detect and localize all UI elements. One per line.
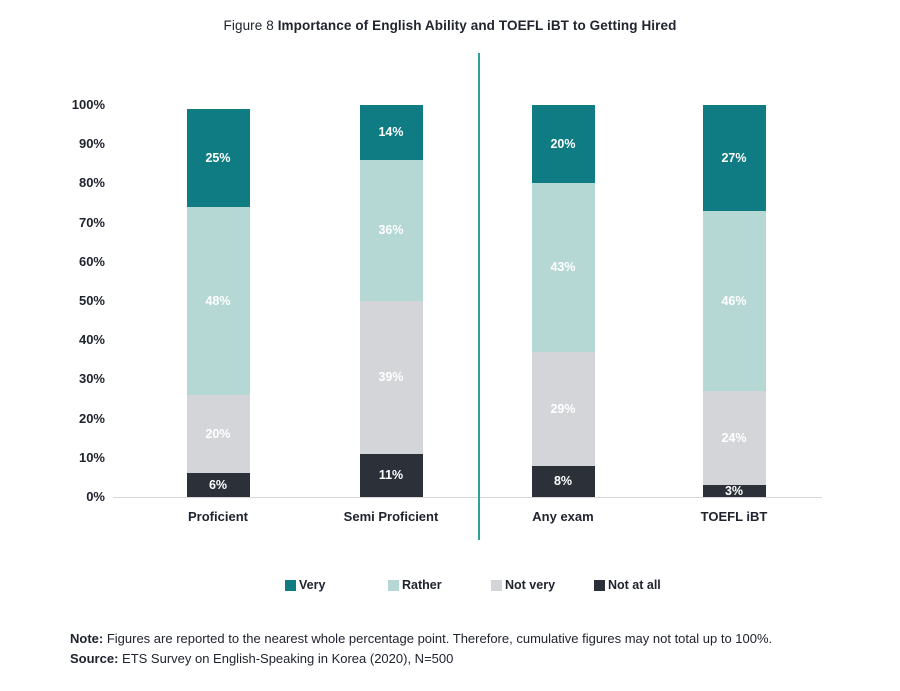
y-axis-tick-label: 90% [78, 136, 105, 152]
bar-segment-any-exam-rather: 43% [531, 183, 595, 352]
y-axis-tick-label: 30% [78, 371, 105, 387]
legend-item-very: Very [285, 578, 388, 592]
bar-value-label: 36% [378, 223, 404, 238]
legend-swatch-not-very [491, 579, 502, 591]
note-label: Note: [70, 631, 104, 646]
legend-label: Rather [402, 578, 442, 592]
footnotes: Note: Figures are reported to the neares… [70, 629, 890, 669]
y-axis-tick-label: 70% [78, 214, 105, 230]
legend-swatch-rather [388, 579, 399, 591]
bar-value-label: 48% [205, 293, 231, 308]
bar-toefl-ibt: 3% 24% 46% 27% [702, 105, 766, 498]
figure-title: Figure 8 Importance of English Ability a… [0, 18, 900, 33]
bar-any-exam: 8% 29% 43% 20% [531, 105, 595, 497]
bar-value-label: 25% [205, 150, 231, 165]
y-axis-tick-label: 0% [86, 489, 105, 504]
bar-value-label: 46% [721, 293, 747, 308]
bar-value-label: 39% [378, 370, 404, 385]
y-axis-tick-label: 60% [78, 253, 105, 269]
bar-segment-proficient-very: 25% [186, 108, 250, 207]
bar-segment-semi-proficient-very: 14% [359, 105, 423, 160]
bar-value-label: 11% [378, 468, 404, 483]
source-label: Source: [70, 651, 119, 666]
bar-value-label: 14% [378, 125, 404, 140]
source-line: Source: ETS Survey on English-Speaking i… [70, 649, 890, 669]
y-axis-tick-label: 100% [71, 97, 105, 112]
bar-value-label: 6% [208, 477, 228, 492]
bar-segment-any-exam-not-at-all: 8% [531, 465, 595, 497]
legend-label: Very [299, 578, 326, 592]
bar-proficient: 6% 20% 48% 25% [186, 108, 250, 497]
bar-segment-semi-proficient-rather: 36% [359, 159, 423, 302]
bar-value-label: 8% [553, 474, 573, 489]
legend-item-not-very: Not very [491, 578, 594, 592]
bar-segment-toefl-ibt-not-at-all: 3% [702, 483, 766, 498]
bar-segment-any-exam-very: 20% [531, 105, 595, 184]
bar-value-label: 24% [721, 430, 747, 445]
bar-segment-proficient-not-very: 20% [186, 395, 250, 474]
y-axis-tick-label: 80% [78, 175, 105, 191]
bar-value-label: 43% [550, 260, 576, 275]
x-axis-line [113, 497, 822, 498]
x-axis-label-semi-proficient: Semi Proficient [343, 509, 439, 524]
plot-area: 6% 20% 48% 25% 11% 39% 36% 14% 8% 29% 43% 20% 3% 24% 4… [113, 53, 822, 540]
source-text: ETS Survey on English-Speaking in Korea … [118, 651, 454, 666]
bar-segment-toefl-ibt-not-very: 24% [702, 391, 766, 486]
x-axis-label-toefl-ibt: TOEFL iBT [700, 509, 768, 524]
y-axis-tick-label: 10% [78, 449, 105, 465]
legend-swatch-very [285, 579, 296, 591]
figure-title-text: Importance of English Ability and TOEFL … [277, 18, 677, 33]
bar-segment-toefl-ibt-rather: 46% [702, 210, 766, 392]
y-axis-tick-label: 50% [78, 293, 105, 308]
group-divider-line [478, 53, 480, 540]
legend-item-rather: Rather [388, 578, 491, 592]
legend: Very Rather Not very Not at all [285, 578, 697, 592]
bar-value-label: 27% [721, 150, 747, 165]
bar-value-label: 3% [724, 483, 744, 498]
y-axis-tick-label: 20% [78, 410, 105, 426]
bar-segment-semi-proficient-not-very: 39% [359, 301, 423, 454]
x-axis-label-proficient: Proficient [188, 509, 248, 524]
note-text: Figures are reported to the nearest whol… [103, 631, 773, 646]
y-axis-tick-label: 40% [78, 332, 105, 348]
bar-segment-proficient-not-at-all: 6% [186, 473, 250, 497]
figure-number: Figure 8 [223, 18, 278, 33]
bar-value-label: 20% [205, 427, 231, 442]
bar-segment-semi-proficient-not-at-all: 11% [359, 453, 423, 497]
note-line: Note: Figures are reported to the neares… [70, 629, 890, 649]
x-axis-label-any-exam: Any exam [532, 509, 594, 524]
legend-swatch-not-at-all [594, 579, 605, 591]
legend-label: Not very [505, 578, 556, 592]
bar-segment-toefl-ibt-very: 27% [702, 105, 766, 211]
bar-value-label: 29% [550, 401, 576, 416]
bar-segment-any-exam-not-very: 29% [531, 351, 595, 466]
legend-item-not-at-all: Not at all [594, 578, 697, 592]
legend-label: Not at all [608, 578, 661, 592]
bar-segment-proficient-rather: 48% [186, 206, 250, 396]
bar-value-label: 20% [550, 136, 576, 151]
bar-semi-proficient: 11% 39% 36% 14% [359, 105, 423, 497]
